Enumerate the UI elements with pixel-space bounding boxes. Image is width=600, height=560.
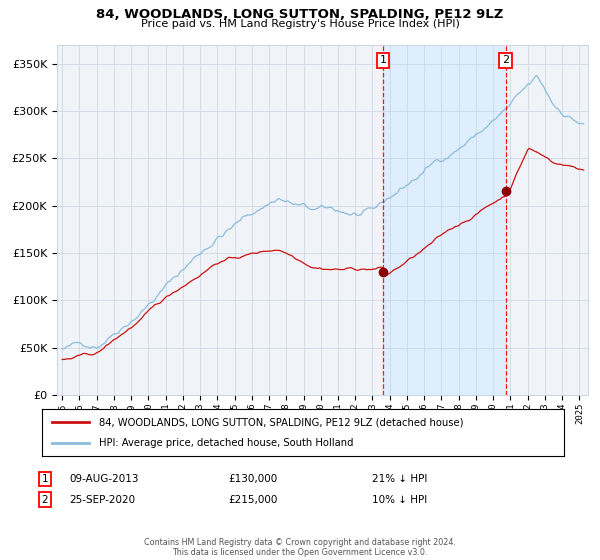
Text: 84, WOODLANDS, LONG SUTTON, SPALDING, PE12 9LZ (detached house): 84, WOODLANDS, LONG SUTTON, SPALDING, PE…: [100, 417, 464, 427]
Text: 10% ↓ HPI: 10% ↓ HPI: [372, 494, 427, 505]
Text: 21% ↓ HPI: 21% ↓ HPI: [372, 474, 427, 484]
Text: Price paid vs. HM Land Registry's House Price Index (HPI): Price paid vs. HM Land Registry's House …: [140, 19, 460, 29]
Text: Contains HM Land Registry data © Crown copyright and database right 2024.
This d: Contains HM Land Registry data © Crown c…: [144, 538, 456, 557]
Text: HPI: Average price, detached house, South Holland: HPI: Average price, detached house, Sout…: [100, 438, 354, 448]
Text: £215,000: £215,000: [228, 494, 277, 505]
Text: 1: 1: [41, 474, 49, 484]
Text: 2: 2: [502, 55, 509, 66]
Text: 25-SEP-2020: 25-SEP-2020: [69, 494, 135, 505]
Text: 1: 1: [379, 55, 386, 66]
Text: 84, WOODLANDS, LONG SUTTON, SPALDING, PE12 9LZ: 84, WOODLANDS, LONG SUTTON, SPALDING, PE…: [97, 8, 503, 21]
Bar: [383, 45, 506, 395]
Text: 09-AUG-2013: 09-AUG-2013: [69, 474, 139, 484]
Text: £130,000: £130,000: [228, 474, 277, 484]
Text: 2: 2: [41, 494, 49, 505]
